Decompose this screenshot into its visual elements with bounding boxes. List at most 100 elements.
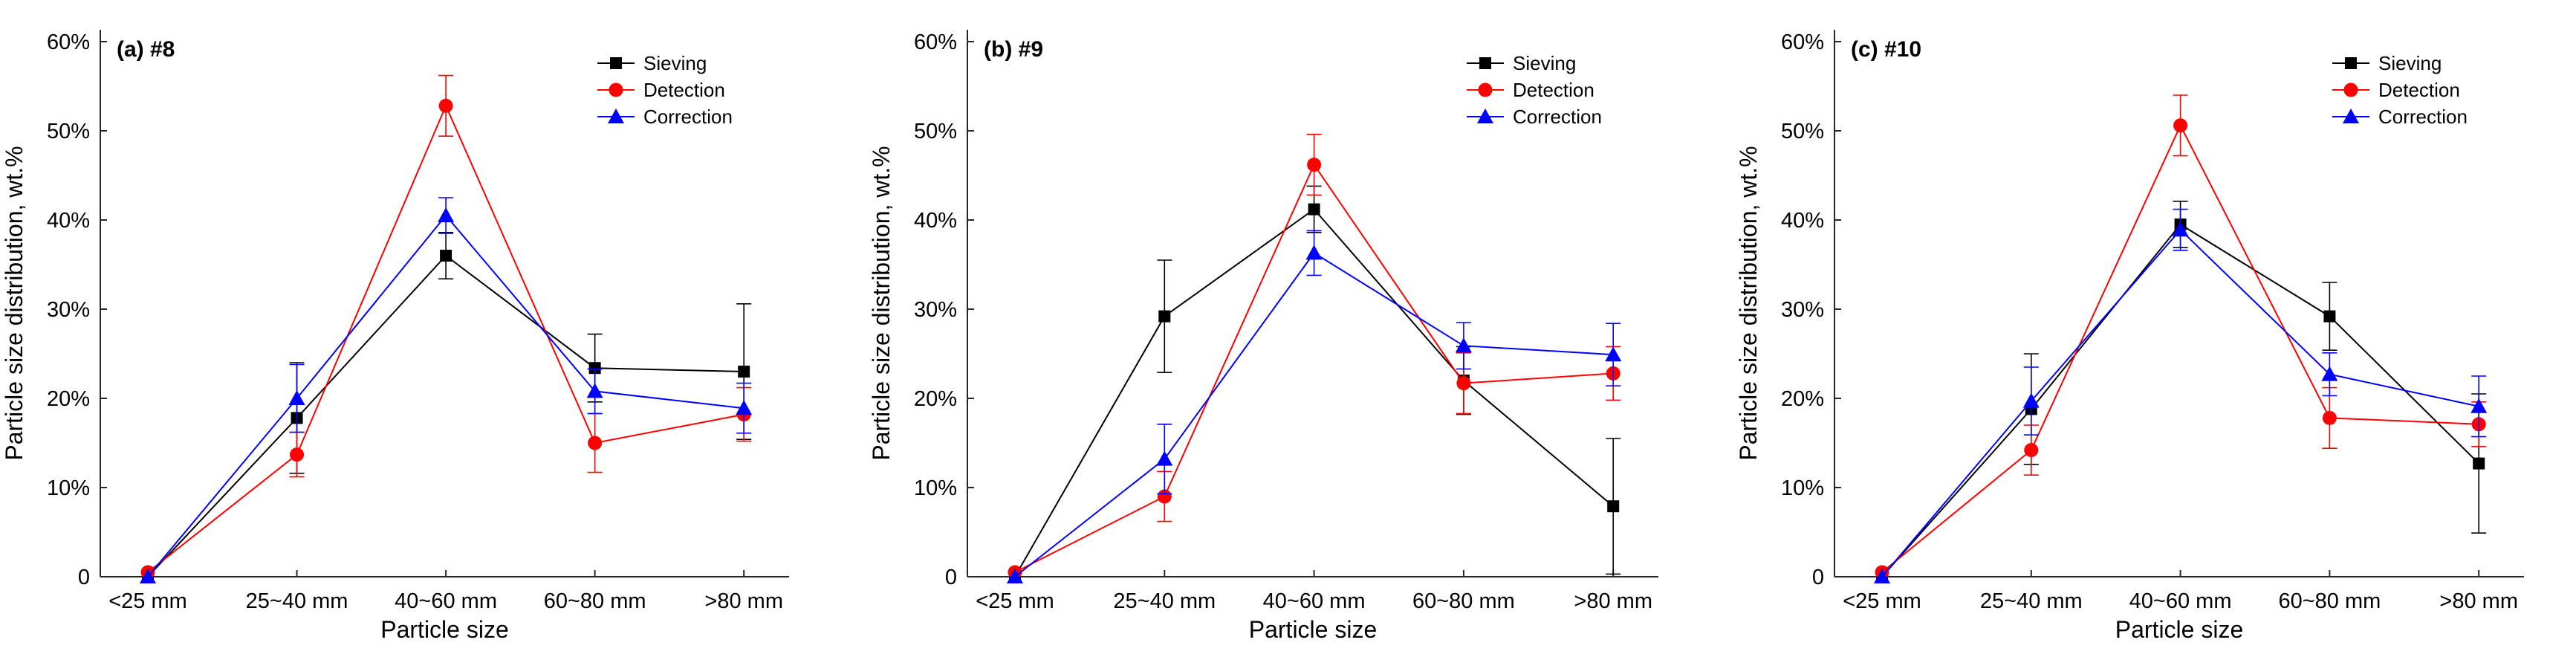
series-line-sieving	[1881, 223, 2479, 577]
legend-marker	[608, 109, 624, 123]
y-tick-label: 40%	[1781, 209, 1824, 233]
legend-marker	[609, 82, 623, 97]
chart-panel-3: 0 10% 20% 30% 40% 50% 60% <25 mm 25~40 mm 40~60 m…	[1735, 30, 2524, 643]
legend: Sieving Detection Correction	[597, 52, 733, 128]
x-axis-title: Particle size	[2115, 616, 2244, 643]
legend-item-sieving: Sieving	[2332, 52, 2442, 74]
series-sieving	[142, 231, 752, 583]
x-tick-label: 60~80 mm	[544, 589, 646, 613]
y-tick-label: 50%	[1781, 120, 1824, 143]
y-tick-label: 0	[945, 566, 957, 589]
data-point-correction	[140, 569, 156, 583]
data-point-correction	[2470, 398, 2488, 413]
x-tick-label: >80 mm	[1574, 589, 1652, 613]
series-line-detection	[147, 103, 744, 573]
chart-panel-1: 0 10% 20% 30% 40% 50% 60% <25 mm 25~40 mm 40~60 m…	[1, 30, 789, 643]
data-point-detection	[2322, 410, 2337, 425]
data-point-detection	[2024, 443, 2039, 458]
data-point-detection	[1456, 376, 1471, 391]
legend-marker	[610, 57, 622, 69]
data-point-sieving	[1308, 203, 1320, 216]
y-tick-label: 60%	[47, 30, 90, 54]
legend-label: Sieving	[2378, 52, 2442, 74]
data-point-sieving	[1158, 310, 1171, 323]
legend-label: Correction	[2378, 106, 2468, 128]
x-tick-label: 25~40 mm	[1980, 589, 2083, 613]
x-tick-label: <25 mm	[1843, 589, 1921, 613]
panel-title: (b) #9	[984, 37, 1043, 62]
series-sieving	[1876, 200, 2487, 583]
legend-marker	[2343, 82, 2358, 97]
y-tick-label: 30%	[914, 298, 957, 322]
data-point-correction	[1156, 450, 1173, 466]
y-axis-title: Particle size distribution, wt.%	[1735, 146, 1762, 460]
series-correction	[140, 197, 753, 583]
data-point-correction	[1874, 569, 1890, 583]
data-point-detection	[2173, 118, 2188, 133]
legend-marker	[2343, 109, 2359, 123]
y-tick-label: 40%	[914, 209, 957, 233]
y-axis-title: Particle size distribution, wt.%	[868, 146, 895, 460]
data-point-correction	[586, 383, 603, 398]
y-tick-label: 60%	[1781, 30, 1824, 54]
x-tick-label: 25~40 mm	[246, 589, 348, 613]
y-tick-label: 20%	[914, 387, 957, 411]
data-point-correction	[1455, 337, 1472, 353]
data-point-sieving	[588, 362, 601, 375]
x-tick-label: 40~60 mm	[395, 589, 497, 613]
x-tick-label: 60~80 mm	[2278, 589, 2381, 613]
legend-item-correction: Correction	[1467, 106, 1602, 128]
legend-label: Detection	[1513, 79, 1594, 101]
legend-marker	[1479, 57, 1491, 69]
data-point-correction	[736, 400, 753, 415]
x-tick-label: <25 mm	[976, 589, 1054, 613]
y-tick-label: 50%	[47, 120, 90, 143]
y-tick-label: 60%	[914, 30, 957, 54]
data-point-correction	[1605, 346, 1622, 362]
x-tick-label: 40~60 mm	[2129, 589, 2232, 613]
y-tick-label: 10%	[914, 476, 957, 500]
data-point-correction	[1305, 245, 1323, 260]
data-point-correction	[1007, 569, 1023, 583]
data-point-correction	[2172, 221, 2189, 237]
x-axis-title: Particle size	[1249, 616, 1378, 643]
series-line-correction	[1014, 252, 1614, 577]
x-tick-label: 25~40 mm	[1113, 589, 1216, 613]
y-tick-label: 0	[78, 566, 90, 589]
series-line-sieving	[147, 254, 744, 577]
legend-item-detection: Detection	[1467, 79, 1594, 101]
panel-title: (c) #10	[1851, 37, 1921, 62]
series-correction	[1007, 230, 1622, 583]
chart-panel-2: 0 10% 20% 30% 40% 50% 60% <25 mm 25~40 mm 40~60 m…	[868, 30, 1658, 643]
data-point-detection	[1307, 158, 1322, 172]
data-point-correction	[288, 390, 305, 405]
series-detection	[1875, 94, 2487, 580]
series-line-detection	[1881, 123, 2479, 573]
legend-label: Detection	[2378, 79, 2460, 101]
y-axis-title: Particle size distribution, wt.%	[1, 146, 27, 460]
legend-label: Correction	[1513, 106, 1602, 128]
data-point-sieving	[440, 250, 452, 262]
legend-marker	[1477, 109, 1493, 123]
legend-item-sieving: Sieving	[1467, 52, 1576, 74]
legend-label: Detection	[643, 79, 725, 101]
x-axis-title: Particle size	[380, 616, 509, 643]
series-correction	[1874, 208, 2488, 583]
y-tick-label: 40%	[47, 209, 90, 233]
legend-item-detection: Detection	[597, 79, 725, 101]
legend-marker	[1478, 82, 1493, 97]
legend-item-detection: Detection	[2332, 79, 2460, 101]
data-point-sieving	[2323, 310, 2336, 323]
y-tick-label: 20%	[1781, 387, 1824, 411]
series-detection	[140, 74, 752, 580]
legend-item-correction: Correction	[597, 106, 733, 128]
x-tick-label: <25 mm	[108, 589, 187, 613]
y-tick-label: 30%	[47, 298, 90, 322]
data-point-correction	[438, 207, 455, 222]
series-line-correction	[1881, 228, 2479, 577]
y-tick-label: 50%	[914, 120, 957, 143]
x-tick-label: >80 mm	[704, 589, 783, 613]
data-point-sieving	[738, 366, 750, 378]
x-tick-label: >80 mm	[2439, 589, 2518, 613]
